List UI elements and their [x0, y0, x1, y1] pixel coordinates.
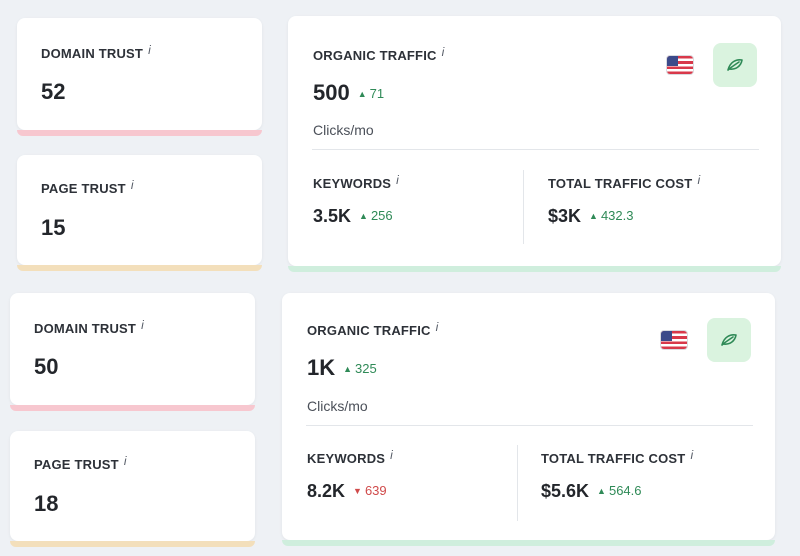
organic-traffic-label: ORGANIC TRAFFIC i — [313, 45, 445, 63]
traffic-cost-value: $5.6K ▲ 564.6 — [541, 481, 642, 501]
page-trust-bar — [17, 265, 262, 271]
organic-traffic-bar — [282, 540, 775, 546]
domain-trust-card: DOMAIN TRUST i 50 — [10, 293, 255, 411]
info-icon[interactable]: i — [441, 45, 445, 59]
keywords-label: KEYWORDS i — [307, 448, 394, 466]
keywords-label: KEYWORDS i — [313, 173, 400, 191]
leaf-button[interactable] — [713, 43, 757, 87]
up-arrow-icon: ▲ — [343, 364, 353, 374]
page-trust-bar — [10, 541, 255, 547]
keywords-delta: ▼ 639 — [353, 483, 387, 498]
up-arrow-icon: ▲ — [359, 211, 368, 221]
info-icon[interactable]: i — [396, 173, 400, 187]
organic-traffic-value: 1K ▲ 325 — [307, 355, 377, 380]
page-trust-card: PAGE TRUST i 18 — [10, 431, 255, 547]
page-trust-card: PAGE TRUST i 15 — [17, 155, 262, 271]
domain-trust-bar — [17, 130, 262, 136]
organic-traffic-label: ORGANIC TRAFFIC i — [307, 320, 439, 338]
domain-trust-label: DOMAIN TRUST i — [34, 318, 144, 336]
info-icon[interactable]: i — [697, 173, 701, 187]
traffic-delta: ▲ 71 — [357, 86, 385, 101]
us-flag-icon — [667, 56, 693, 74]
keywords-value: 3.5K ▲ 256 — [313, 206, 393, 226]
info-icon[interactable]: i — [435, 320, 439, 334]
up-arrow-icon: ▲ — [357, 89, 367, 99]
page-trust-value: 15 — [41, 215, 66, 240]
info-icon[interactable]: i — [123, 454, 127, 468]
divider — [312, 149, 759, 150]
leaf-icon — [727, 59, 743, 71]
us-flag-icon — [661, 331, 687, 349]
organic-traffic-card: ORGANIC TRAFFIC i 1K ▲ 325 Clicks/mo KEYWOR… — [282, 293, 775, 546]
traffic-unit: Clicks/mo — [313, 122, 374, 138]
divider — [517, 445, 518, 521]
traffic-delta: ▲ 325 — [343, 361, 377, 376]
domain-trust-card: DOMAIN TRUST i 52 — [17, 18, 262, 136]
info-icon[interactable]: i — [390, 448, 394, 462]
divider — [306, 425, 753, 426]
divider — [523, 170, 524, 244]
organic-traffic-value: 500 ▲ 71 — [313, 80, 385, 105]
organic-traffic-card: ORGANIC TRAFFIC i 500 ▲ 71 Clicks/mo KEYWOR… — [288, 16, 781, 272]
traffic-cost-label: TOTAL TRAFFIC COST i — [541, 448, 694, 466]
organic-traffic-bar — [288, 266, 781, 272]
page-trust-label: PAGE TRUST i — [34, 454, 127, 472]
leaf-icon — [721, 334, 737, 346]
domain-trust-value: 52 — [41, 79, 66, 104]
info-icon[interactable]: i — [141, 318, 144, 332]
info-icon[interactable]: i — [130, 178, 134, 192]
info-icon[interactable]: i — [148, 43, 151, 57]
down-arrow-icon: ▼ — [353, 486, 362, 496]
domain-trust-value: 50 — [34, 354, 59, 379]
traffic-unit: Clicks/mo — [307, 398, 368, 414]
page-trust-value: 18 — [34, 491, 59, 516]
traffic-cost-delta: ▲ 432.3 — [589, 208, 634, 223]
leaf-button[interactable] — [707, 318, 751, 362]
keywords-value: 8.2K ▼ 639 — [307, 481, 387, 501]
traffic-cost-value: $3K ▲ 432.3 — [548, 206, 634, 226]
up-arrow-icon: ▲ — [589, 211, 598, 221]
traffic-cost-label: TOTAL TRAFFIC COST i — [548, 173, 701, 191]
keywords-delta: ▲ 256 — [359, 208, 393, 223]
up-arrow-icon: ▲ — [597, 486, 606, 496]
page-trust-label: PAGE TRUST i — [41, 178, 134, 196]
traffic-cost-delta: ▲ 564.6 — [597, 483, 642, 498]
domain-trust-label: DOMAIN TRUST i — [41, 43, 151, 61]
info-icon[interactable]: i — [690, 448, 694, 462]
domain-trust-bar — [10, 405, 255, 411]
